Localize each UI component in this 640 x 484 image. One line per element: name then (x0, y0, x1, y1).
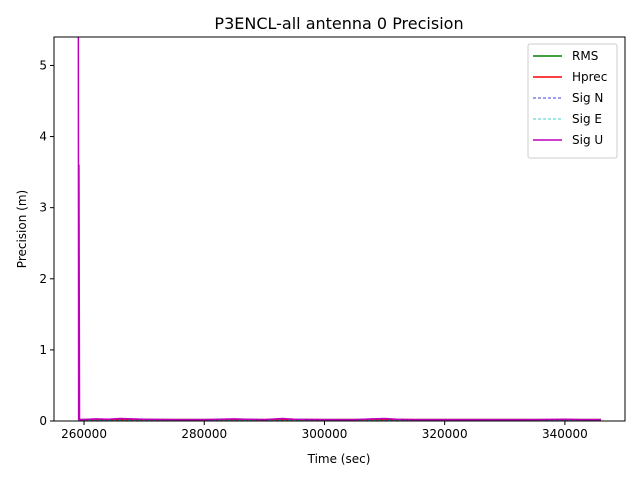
legend-label: Sig N (572, 91, 603, 105)
x-tick-label: 320000 (422, 427, 468, 441)
series-line-sig-u (77, 37, 601, 421)
x-tick-label: 300000 (302, 427, 348, 441)
y-tick-label: 2 (39, 272, 47, 286)
x-tick-label: 280000 (181, 427, 227, 441)
y-tick-label: 1 (39, 343, 47, 357)
axis-ticks: 260000 280000 300000 320000 340000 0 1 2 3 4 5 (39, 58, 587, 441)
y-tick-label: 4 (39, 130, 47, 144)
legend: RMS Hprec Sig N Sig E Sig U (527, 43, 618, 159)
legend-label: Hprec (572, 70, 607, 84)
legend-label: Sig E (572, 112, 602, 126)
y-axis-label: Precision (m) (15, 190, 29, 268)
plot-frame (53, 36, 626, 422)
y-tick-label: 3 (39, 201, 47, 215)
x-tick-label: 260000 (61, 427, 107, 441)
chart-title: P3ENCL-all antenna 0 Precision (214, 14, 463, 33)
plot-area (77, 37, 601, 421)
y-tick-label: 0 (39, 414, 47, 428)
y-tick-label: 5 (39, 58, 47, 72)
x-axis-label: Time (sec) (307, 452, 371, 466)
legend-label: Sig U (572, 133, 603, 147)
legend-label: RMS (572, 49, 598, 63)
x-tick-label: 340000 (542, 427, 588, 441)
legend-box (527, 43, 618, 159)
